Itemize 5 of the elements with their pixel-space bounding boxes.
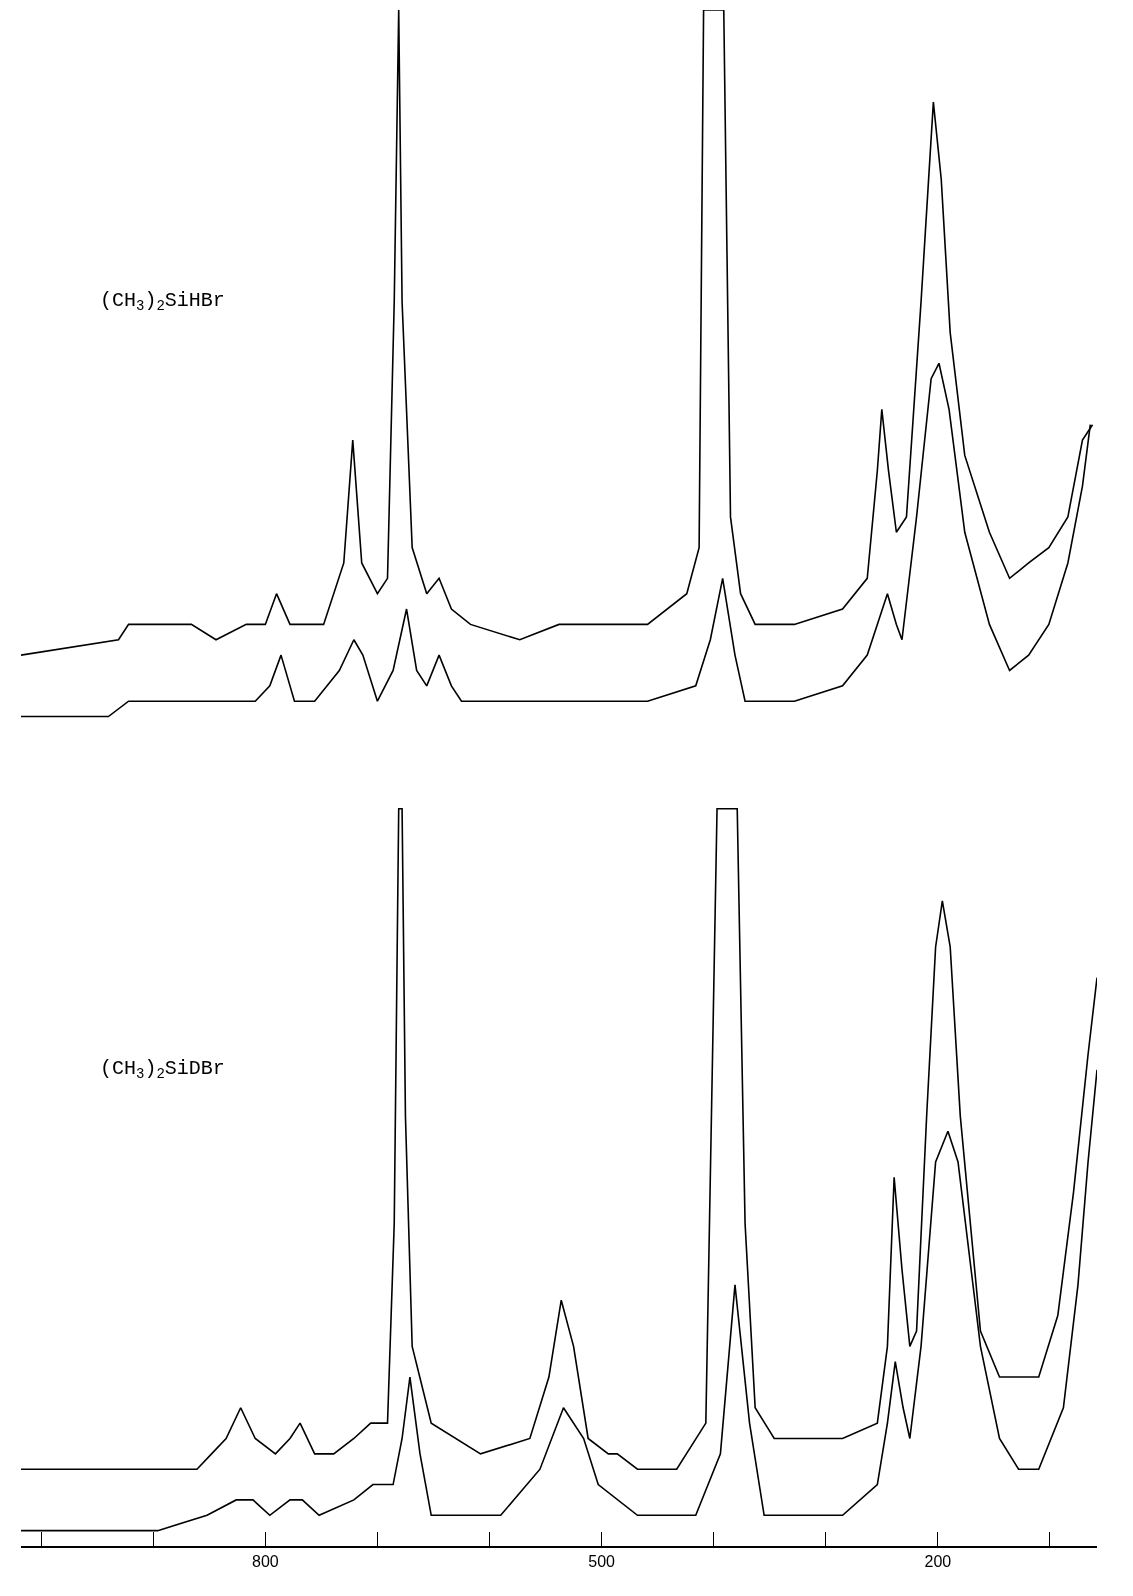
x-tick-label: 800 — [251, 1552, 279, 1570]
annotation: (CH$_{3}$)$_{2}$SiDBr — [100, 1057, 225, 1083]
x-tick-label: 500 — [588, 1552, 616, 1570]
x-tick-label: 200 — [924, 1552, 952, 1570]
annotation: (CH$_{3}$)$_{2}$SiHBr — [100, 289, 225, 315]
